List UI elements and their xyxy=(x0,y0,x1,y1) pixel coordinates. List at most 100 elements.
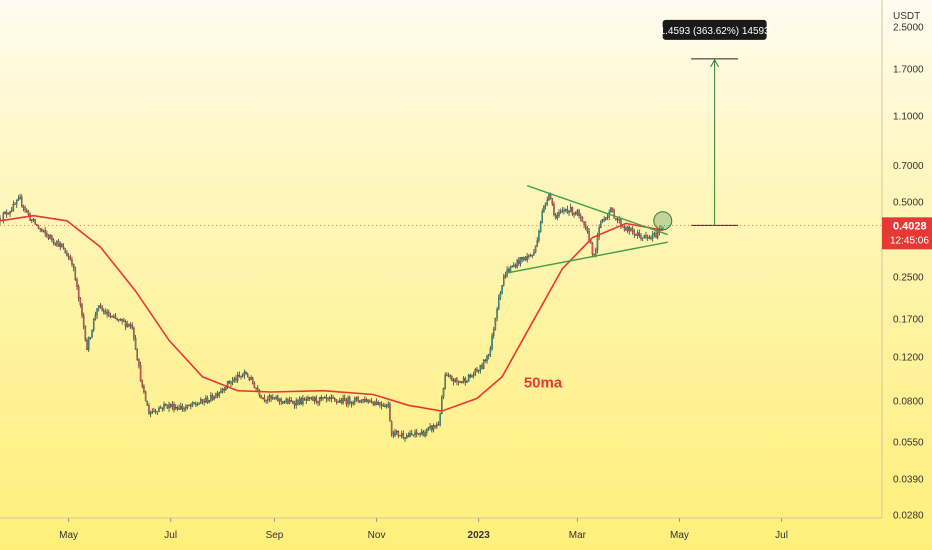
candle-body xyxy=(250,377,252,381)
candle-body xyxy=(258,390,261,396)
candle-body xyxy=(626,226,629,231)
candle-body xyxy=(24,207,26,211)
candle-body xyxy=(653,232,656,235)
candle-body xyxy=(374,401,376,405)
candle-body xyxy=(205,397,207,403)
candle-body xyxy=(272,397,274,399)
candle-body xyxy=(466,381,468,383)
candle-body xyxy=(424,432,426,437)
candle-body xyxy=(295,400,297,406)
candle-body xyxy=(407,435,410,438)
candle-body xyxy=(278,398,281,402)
price-tick-label: 0.1700 xyxy=(893,315,924,326)
candle-body xyxy=(171,404,174,407)
candle-body xyxy=(414,431,416,436)
candle-body xyxy=(129,324,132,327)
candle-body xyxy=(636,232,639,236)
candle-body xyxy=(176,407,179,409)
candle-body xyxy=(218,392,220,396)
candle-body xyxy=(69,256,72,261)
candle-body xyxy=(436,424,438,427)
candle-body xyxy=(566,209,569,213)
candle-body xyxy=(389,403,391,422)
candle-body xyxy=(615,218,617,220)
candle-body xyxy=(225,387,227,391)
candle-body xyxy=(74,267,77,280)
candle-body xyxy=(39,228,41,230)
candle-body xyxy=(328,397,331,399)
breakout-circle xyxy=(653,211,673,231)
candle-body xyxy=(439,413,441,425)
candle-body xyxy=(29,214,31,221)
candle-body xyxy=(564,209,567,211)
candle-body xyxy=(57,241,60,247)
candle-body xyxy=(213,397,215,400)
candle-body xyxy=(292,401,294,404)
candle-body xyxy=(146,400,149,406)
candle-body xyxy=(151,411,154,413)
candle-body xyxy=(21,196,23,206)
candle-body xyxy=(551,198,554,205)
candle-body xyxy=(379,402,381,405)
candle-body xyxy=(119,318,122,320)
candle-body xyxy=(519,257,522,264)
candle-body xyxy=(312,397,314,401)
candle-body xyxy=(340,400,343,404)
candle-body xyxy=(216,393,219,396)
candle-body xyxy=(235,378,237,381)
lower-trendline xyxy=(506,241,668,274)
candle-body xyxy=(267,399,269,401)
candle-body xyxy=(598,227,600,237)
candle-body xyxy=(200,399,202,404)
candle-body xyxy=(534,245,537,253)
candle-body xyxy=(375,401,378,405)
candle-body xyxy=(56,241,58,245)
candle-body xyxy=(97,305,100,309)
candle-body xyxy=(313,397,316,401)
candle-body xyxy=(293,403,296,406)
candle-body xyxy=(297,400,299,405)
candle-body xyxy=(404,437,406,439)
candle-body xyxy=(310,397,313,399)
candle-body xyxy=(367,399,369,403)
candle-body xyxy=(595,249,597,255)
candle-body xyxy=(402,433,405,438)
candle-body xyxy=(92,319,95,331)
candle-body xyxy=(211,395,214,400)
candle-body xyxy=(256,388,259,391)
candle-body xyxy=(544,203,547,207)
candle-body xyxy=(186,404,189,408)
candle-body xyxy=(508,269,510,272)
candle-body xyxy=(116,318,118,321)
candle-body xyxy=(384,405,386,408)
price-tick-label: 0.1200 xyxy=(893,353,924,364)
candle-body xyxy=(625,228,627,231)
candle-body xyxy=(641,237,644,239)
candle-body xyxy=(588,231,590,241)
candle-body xyxy=(223,388,226,391)
candle-body xyxy=(464,378,467,383)
candle-body xyxy=(380,404,383,406)
candle-body xyxy=(628,226,631,232)
candle-body xyxy=(72,264,75,268)
candle-body xyxy=(138,359,140,366)
candle-body xyxy=(66,252,68,257)
candle-body xyxy=(233,378,236,381)
candle-body xyxy=(81,304,83,316)
candle-body xyxy=(87,338,90,351)
candle-body xyxy=(454,378,456,382)
candle-body xyxy=(610,207,612,213)
candle-body xyxy=(111,316,113,318)
candle-body xyxy=(330,397,333,399)
candle-body xyxy=(106,311,108,315)
measure-arrow-head xyxy=(710,58,720,68)
candle-body xyxy=(344,397,346,401)
candle-body xyxy=(360,399,363,403)
candle-body xyxy=(323,397,326,399)
candle-body xyxy=(579,215,582,218)
candle-body xyxy=(4,212,6,214)
candle-body xyxy=(236,374,239,381)
candle-body xyxy=(315,397,318,402)
